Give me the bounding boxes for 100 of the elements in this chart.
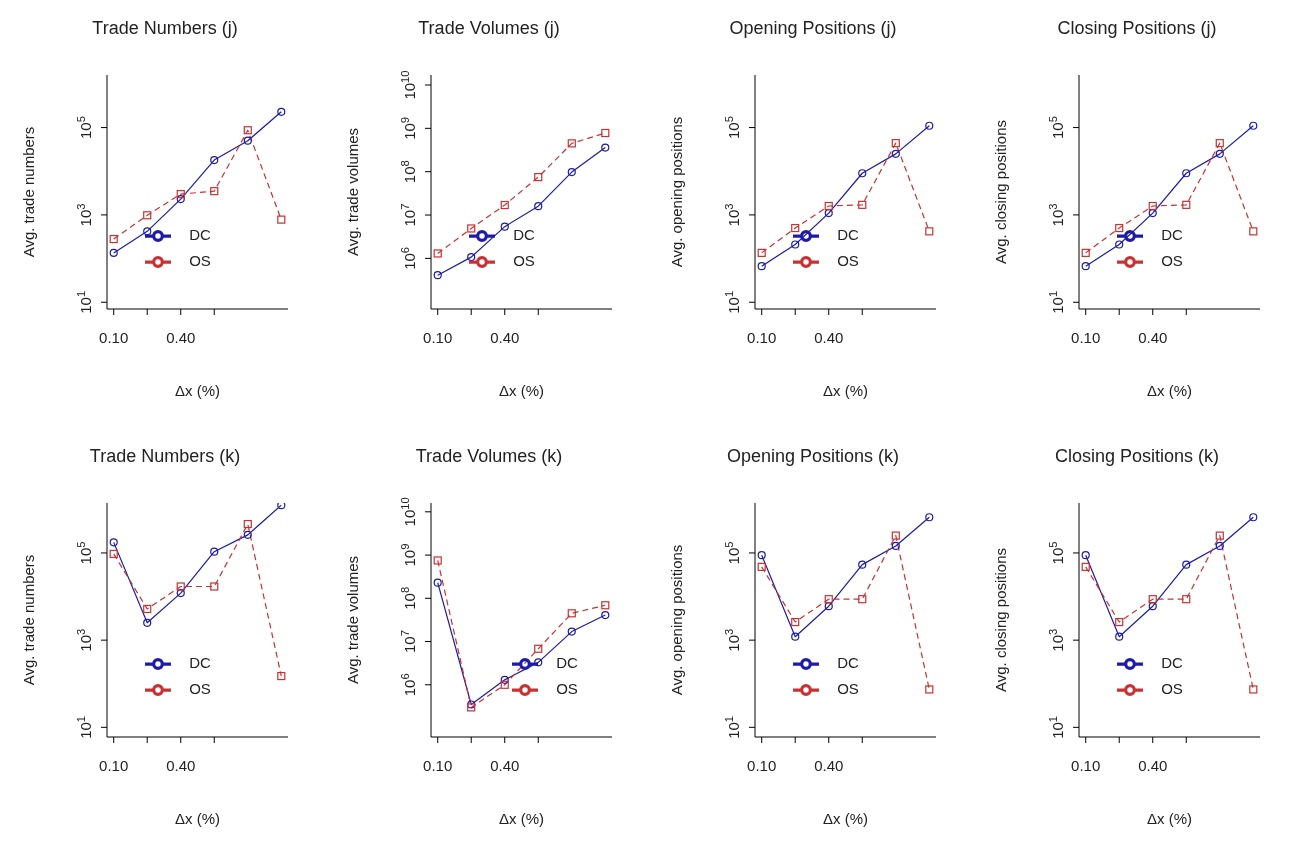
x-tick-label: 0.10 xyxy=(99,329,129,346)
point xyxy=(1148,201,1157,211)
point xyxy=(277,215,286,224)
chart-title: Trade Numbers (k) xyxy=(88,446,242,467)
point xyxy=(891,531,900,540)
point xyxy=(277,671,286,681)
x-tick-label: 0.10 xyxy=(1071,757,1101,774)
point xyxy=(757,262,766,271)
point xyxy=(210,582,219,591)
chart-title: Trade Volumes (k) xyxy=(414,446,564,467)
legend-label: DC xyxy=(837,653,859,671)
x-axis-title: Δx (%) xyxy=(498,382,545,399)
x-tick-label: 0.40 xyxy=(166,329,196,346)
legend-label: OS xyxy=(556,679,578,697)
x-tick-label: 0.40 xyxy=(490,757,520,774)
point xyxy=(567,167,576,177)
point xyxy=(858,169,867,178)
x-tick-label: 0.40 xyxy=(814,329,844,346)
point xyxy=(143,618,152,627)
legend-label: DC xyxy=(1161,225,1183,243)
x-axis-title: Δx (%) xyxy=(498,810,545,827)
point xyxy=(534,644,543,653)
point xyxy=(243,530,252,539)
x-axis-title: Δx (%) xyxy=(822,810,869,827)
point xyxy=(858,595,867,604)
point xyxy=(143,604,152,614)
point xyxy=(791,617,800,627)
point xyxy=(1115,223,1124,233)
y-axis-title: Avg. trade numbers xyxy=(20,554,38,686)
point xyxy=(143,227,152,236)
point xyxy=(601,143,610,152)
point xyxy=(534,202,543,211)
point xyxy=(1215,531,1224,540)
point xyxy=(791,223,800,233)
x-tick-label: 0.10 xyxy=(747,329,777,346)
x-tick-label: 0.10 xyxy=(1071,329,1101,346)
x-tick-label: 0.40 xyxy=(1138,757,1168,774)
chart-title: Trade Numbers (j) xyxy=(91,18,239,39)
point xyxy=(433,249,442,258)
point xyxy=(176,589,185,598)
point xyxy=(243,126,252,135)
x-tick-label: 0.10 xyxy=(423,329,453,346)
x-tick-label: 0.40 xyxy=(166,757,196,774)
chart-title: Closing Positions (j) xyxy=(1056,18,1218,39)
x-axis-title: Δx (%) xyxy=(1146,382,1193,399)
point xyxy=(1115,240,1124,249)
point xyxy=(109,248,118,257)
point xyxy=(757,551,766,560)
point xyxy=(243,136,252,145)
point xyxy=(1115,632,1124,641)
point xyxy=(858,200,867,209)
point xyxy=(567,627,576,636)
point xyxy=(500,200,509,210)
point xyxy=(467,224,476,233)
point xyxy=(1081,562,1090,571)
y-axis-title: Avg. closing positions xyxy=(992,548,1010,692)
legend-label: DC xyxy=(1161,653,1183,671)
point xyxy=(1182,200,1191,209)
point xyxy=(891,541,900,551)
y-axis-title: Avg. closing positions xyxy=(992,120,1010,264)
point xyxy=(1215,139,1224,148)
x-axis-title: Δx (%) xyxy=(174,810,221,827)
point xyxy=(824,201,833,211)
point xyxy=(1249,227,1258,236)
point xyxy=(143,211,152,220)
point xyxy=(1081,262,1090,271)
point xyxy=(277,107,286,116)
point xyxy=(567,139,576,148)
legend-label: OS xyxy=(1161,251,1183,269)
x-axis-title: Δx (%) xyxy=(1146,810,1193,827)
legend-label: DC xyxy=(189,653,211,671)
legend-label: DC xyxy=(837,225,859,243)
point xyxy=(176,195,185,204)
point xyxy=(791,240,800,249)
point xyxy=(1115,617,1124,627)
x-axis-title: Δx (%) xyxy=(174,382,221,399)
y-axis-title: Avg. opening positions xyxy=(668,544,686,696)
chart-title: Opening Positions (k) xyxy=(725,446,901,467)
point xyxy=(925,227,934,236)
x-tick-label: 0.10 xyxy=(99,757,129,774)
point xyxy=(791,632,800,641)
chart-title: Trade Volumes (j) xyxy=(417,18,561,39)
point xyxy=(433,556,442,565)
point xyxy=(277,503,286,510)
point xyxy=(824,602,833,611)
point xyxy=(1081,551,1090,560)
legend-label: DC xyxy=(513,225,535,243)
legend-label: OS xyxy=(189,251,211,269)
legend-label: OS xyxy=(837,251,859,269)
point xyxy=(1249,513,1258,522)
x-tick-label: 0.10 xyxy=(423,757,453,774)
point xyxy=(1215,149,1224,158)
point xyxy=(757,562,766,571)
point xyxy=(567,609,576,618)
point xyxy=(467,253,476,262)
point xyxy=(1215,541,1224,551)
point xyxy=(176,582,185,591)
point xyxy=(1249,685,1258,694)
point xyxy=(1148,602,1157,611)
point xyxy=(210,156,219,165)
